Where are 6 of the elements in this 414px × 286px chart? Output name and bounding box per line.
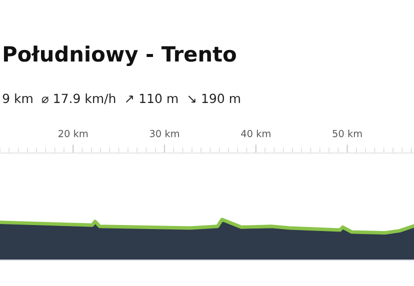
x-tick-label: 30 km [150, 130, 179, 138]
chart-title: Południowy - Trento [4, 46, 236, 66]
x-tick-label: 20 km [58, 130, 88, 138]
x-tick-label: 50 km [332, 130, 362, 138]
chart-subtitle: 9 km ⌀ 17.9 km/h ↗ 110 m ↘ 190 m [2, 93, 240, 104]
x-tick-label: 40 km [241, 130, 270, 138]
